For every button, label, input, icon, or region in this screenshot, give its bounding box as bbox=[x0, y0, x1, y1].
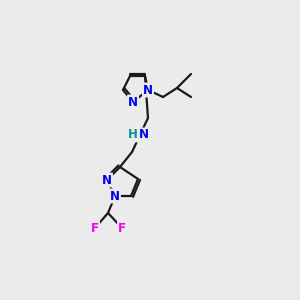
Text: F: F bbox=[91, 221, 99, 235]
Text: N: N bbox=[139, 128, 149, 142]
Text: N: N bbox=[110, 190, 120, 202]
Text: N: N bbox=[143, 83, 153, 97]
Text: N: N bbox=[102, 173, 112, 187]
Text: H: H bbox=[128, 128, 138, 142]
Text: F: F bbox=[118, 221, 126, 235]
Text: N: N bbox=[128, 95, 138, 109]
